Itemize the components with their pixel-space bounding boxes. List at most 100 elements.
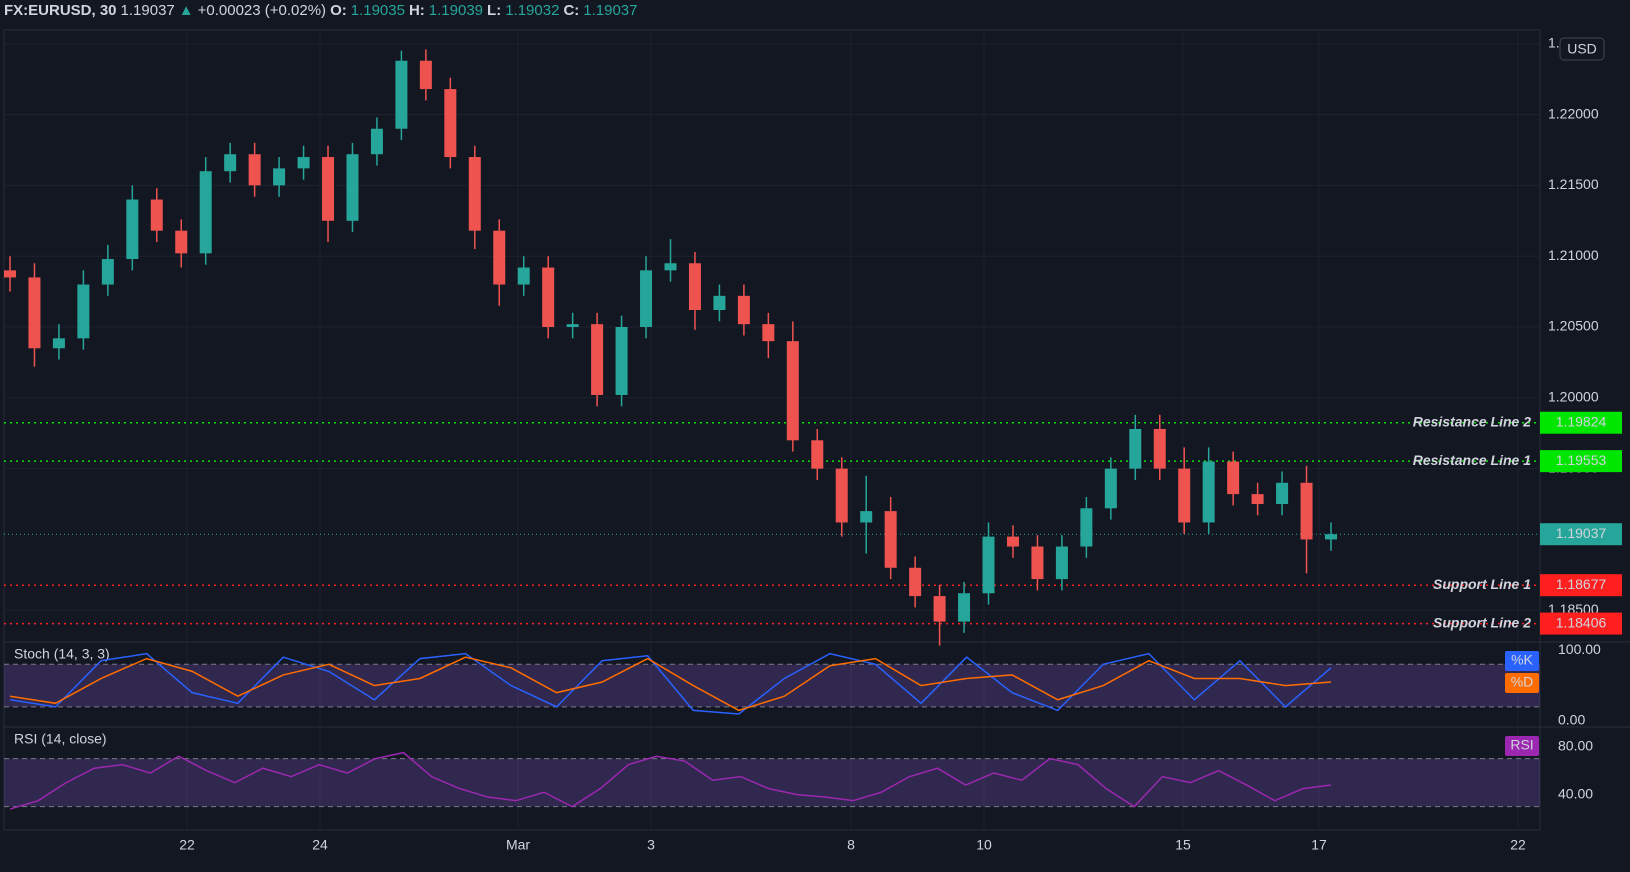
candle-body [737,295,750,325]
symbol: FX:EURUSD, 30 [4,2,117,19]
candle-body [1300,482,1313,540]
candle-body [224,154,237,172]
candle-body [1325,534,1337,540]
candle-body [493,230,506,285]
x-tick-label: 8 [847,837,855,853]
candle-body [909,567,922,597]
candle-body [1227,461,1240,495]
candle-body [199,171,212,254]
candle-body [52,338,65,349]
h-label: H: [408,2,425,19]
candle-body [346,154,359,221]
candle-body [77,284,90,339]
c-label: C: [563,2,580,19]
candle-body [713,295,726,311]
level-tag [1540,411,1622,434]
band-fill [4,758,1540,807]
x-tick-label: 22 [1510,837,1526,853]
x-tick-label: Mar [506,837,530,853]
candle-body [1276,482,1289,505]
arrow: ▲ [178,2,194,19]
candle-body [1080,508,1093,547]
y-tick-label: 1.22000 [1548,105,1599,121]
last-price-label: 1.19037 [1556,525,1607,541]
candle-body [958,593,971,622]
candle-body [933,596,946,622]
symbol-header: FX:EURUSD, 30 1.19037 ▲ +0.00023 (+0.02%) O:… [4,2,642,22]
level-tag [1540,612,1622,635]
x-tick-label: 22 [179,837,195,853]
currency: USD [1567,41,1597,57]
indicator-name: Stoch (14, 3, 3) [14,646,110,662]
candle-body [273,168,286,186]
candle-body [591,324,604,395]
change: +0.00023 (+0.02%) [197,2,327,19]
candle-body [517,267,530,285]
candle-body [1006,536,1019,547]
o-label: O: [330,2,347,19]
indicator-name: RSI (14, close) [14,731,107,747]
candle-body [811,440,824,469]
candle-body [542,267,555,328]
candle-body [762,324,775,342]
candle-body [1104,468,1117,509]
candle-body [150,199,163,231]
y-tick-label: 1.20000 [1548,389,1599,405]
candle-body [370,128,383,155]
open: 1.19035 [350,2,405,19]
candle-body [175,230,188,254]
candle-body [395,60,408,129]
level-tag [1540,450,1622,473]
y-tick-label: 1.20500 [1548,318,1599,334]
level-name: Resistance Line 2 [1413,413,1531,429]
y-tick-label: 0.00 [1558,712,1585,728]
level-value: 1.19553 [1556,452,1607,468]
candle-body [640,270,653,328]
close: 1.19037 [583,2,638,19]
x-tick-label: 15 [1175,837,1191,853]
frame [3,29,1541,831]
legend-tag [1505,736,1539,756]
high: 1.19039 [428,2,484,19]
y-tick-label: 1.21000 [1548,247,1599,263]
candle-body [835,468,848,523]
y-tick-label: 40.00 [1558,785,1593,801]
x-tick-label: 3 [647,837,655,853]
candle-body [1251,494,1264,505]
candle-body [28,277,41,349]
currency-badge: USD [1559,37,1605,61]
last-price-tag [1540,523,1622,546]
candle-body [101,259,114,285]
level-tag [1540,574,1622,597]
candle-body [444,89,457,158]
currency-box [1559,37,1605,61]
x-tick-label: 24 [312,837,328,853]
candle-body [688,263,701,311]
level-value: 1.19824 [1556,413,1607,429]
candle-body [1129,428,1142,469]
level-value: 1.18406 [1556,614,1607,630]
candle-body [982,536,995,594]
candle-body [1202,461,1215,523]
candle-body [1178,468,1191,523]
l-label: L: [487,2,502,19]
candle-body [664,263,677,271]
candle-body [297,157,310,169]
candle-body [248,154,261,186]
candle-body [566,324,579,328]
candle-body [468,157,481,231]
candle-body [786,341,799,441]
level-value: 1.18677 [1556,576,1607,592]
indicator-line [9,652,1332,715]
y-tick-label: 1.21500 [1548,176,1599,192]
candle-body [860,511,873,523]
legend-label: %D [1511,674,1534,690]
legend-label: %K [1511,652,1533,668]
candle-body [1153,428,1166,469]
low: 1.19032 [505,2,560,19]
candle-body [615,327,628,395]
candle-body [126,199,139,260]
indicator-line [9,656,1332,712]
